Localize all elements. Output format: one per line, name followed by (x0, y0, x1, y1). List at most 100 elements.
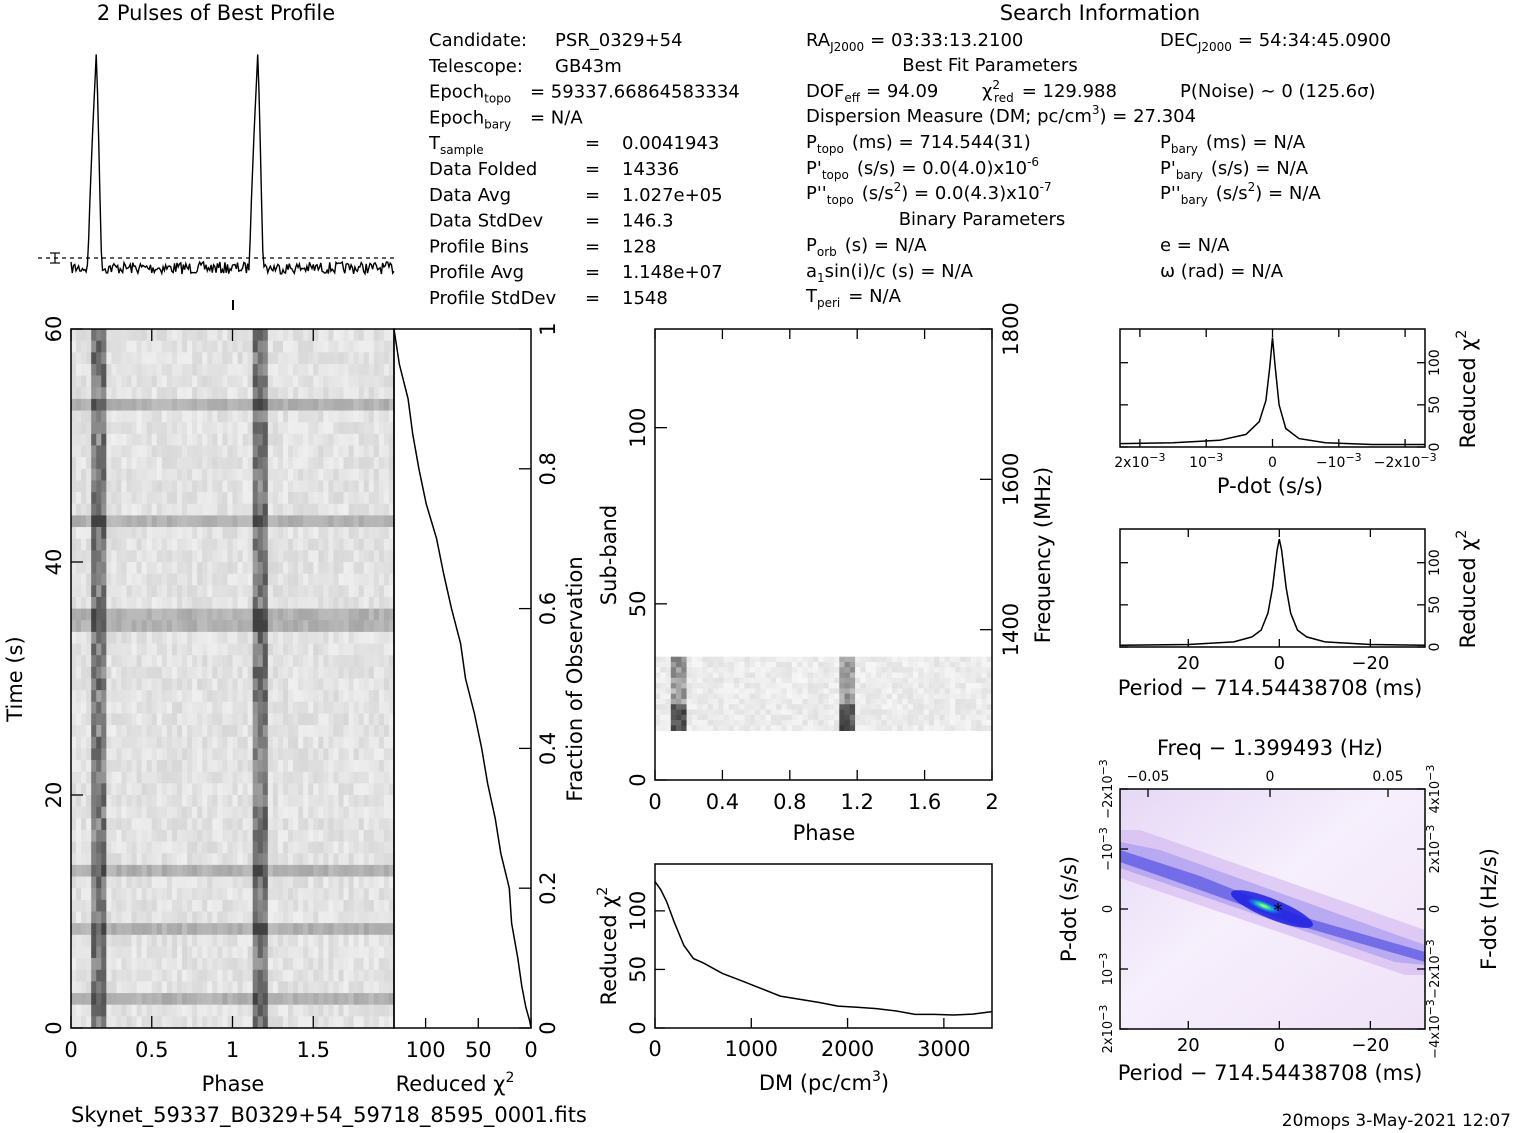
time-phase-cell (161, 340, 168, 353)
time-phase-cell (176, 946, 183, 959)
time-phase-cell (328, 643, 334, 656)
time-phase-cell (378, 934, 385, 947)
time-phase-cell (348, 888, 354, 901)
time-phase-cell (262, 340, 269, 353)
subband-cell (865, 672, 872, 679)
subband-cell (860, 667, 866, 673)
time-phase-cell (303, 853, 309, 866)
subband-cell (660, 693, 666, 700)
time-phase-cell (171, 562, 178, 574)
time-phase-cell (353, 643, 359, 656)
time-phase-cell (267, 678, 274, 691)
time-phase-cell (328, 1004, 334, 1017)
time-phase-cell (252, 1004, 259, 1017)
time-phase-cell (166, 818, 173, 831)
time-phase-cell (207, 608, 213, 621)
time-phase-cell (156, 573, 163, 586)
subband-cell (876, 656, 882, 663)
time-phase-cell (343, 457, 349, 470)
time-phase-cell (91, 853, 97, 866)
time-phase-cell (166, 352, 173, 365)
time-phase-cell (141, 760, 148, 772)
time-phase-cell (343, 352, 349, 365)
subband-cell (918, 720, 924, 726)
search-info-title: Search Information (1000, 1, 1200, 25)
time-phase-cell (161, 631, 168, 644)
time-phase-cell (141, 783, 148, 796)
time-phase-cell (288, 911, 294, 924)
time-phase-cell (353, 620, 359, 633)
time-phase-cell (202, 422, 208, 435)
time-phase-cell (237, 899, 243, 912)
time-phase-cell (232, 934, 238, 947)
subband-cell (786, 704, 793, 710)
time-phase-cell (318, 771, 324, 784)
time-phase-cell (197, 573, 203, 586)
time-phase-cell (111, 492, 117, 505)
subband-cell (923, 688, 930, 694)
time-phase-cell (313, 550, 319, 563)
time-phase-cell (76, 736, 82, 749)
time-phase-cell (106, 445, 112, 458)
time-phase-cell (388, 562, 394, 574)
time-phase-cell (303, 608, 309, 621)
time-phase-cell (141, 829, 148, 842)
subband-cell (897, 688, 903, 694)
time-phase-cell (91, 864, 97, 877)
time-phase-cell (353, 783, 359, 796)
time-phase-cell (227, 888, 233, 901)
time-phase-cell (247, 923, 253, 936)
time-phase-cell (373, 550, 380, 563)
time-phase-cell (136, 864, 142, 877)
time-phase-cell (363, 771, 370, 784)
time-phase-cell (368, 899, 375, 912)
time-phase-cell (313, 911, 319, 924)
pdot-topo-line: P'topo (s/s) = 0.0(4.0)x10-6 (806, 155, 1039, 182)
time-phase-cell (227, 701, 233, 714)
time-phase-cell (171, 748, 178, 761)
time-phase-cell (308, 398, 314, 411)
time-phase-cell (156, 818, 163, 831)
time-phase-cell (111, 934, 117, 947)
time-phase-cell (257, 387, 264, 400)
time-phase-cell (267, 329, 274, 341)
time-phase-cell (358, 864, 365, 877)
subband-cell (939, 725, 945, 731)
time-phase-cell (383, 422, 390, 435)
time-phase-cell (176, 725, 183, 738)
time-phase-cell (176, 398, 183, 411)
subband-cell (944, 677, 951, 684)
time-phase-cell (333, 329, 339, 341)
time-phase-cell (388, 864, 394, 877)
time-phase-cell (298, 468, 304, 481)
time-phase-cell (338, 829, 344, 842)
time-phase-cell (303, 876, 309, 889)
subband-cell (739, 667, 745, 673)
time-phase-cell (358, 771, 365, 784)
time-phase-cell (272, 363, 279, 376)
time-phase-cell (141, 818, 148, 831)
time-phase-cell (176, 410, 183, 423)
time-phase-cell (277, 678, 284, 691)
time-phase-cell (131, 492, 137, 505)
subband-cell (870, 693, 877, 700)
time-phase-cell (212, 713, 218, 726)
subband-cell (707, 704, 714, 710)
time-phase-cell (348, 398, 354, 411)
time-phase-cell (358, 562, 365, 574)
subband-cell (918, 667, 924, 673)
time-phase-cell (277, 550, 284, 563)
time-phase-cell (121, 515, 127, 528)
time-phase-cell (358, 596, 365, 609)
subband-cell (944, 656, 951, 663)
time-phase-cell (303, 515, 309, 528)
time-phase-cell (141, 958, 148, 971)
time-phase-cell (156, 503, 163, 516)
time-phase-cell (136, 911, 142, 924)
subband-cell (655, 688, 661, 694)
time-phase-cell (217, 573, 223, 586)
subband-cell (823, 667, 830, 673)
time-phase-cell (111, 1004, 117, 1017)
time-phase-cell (121, 433, 127, 446)
time-phase-cell (151, 690, 158, 703)
